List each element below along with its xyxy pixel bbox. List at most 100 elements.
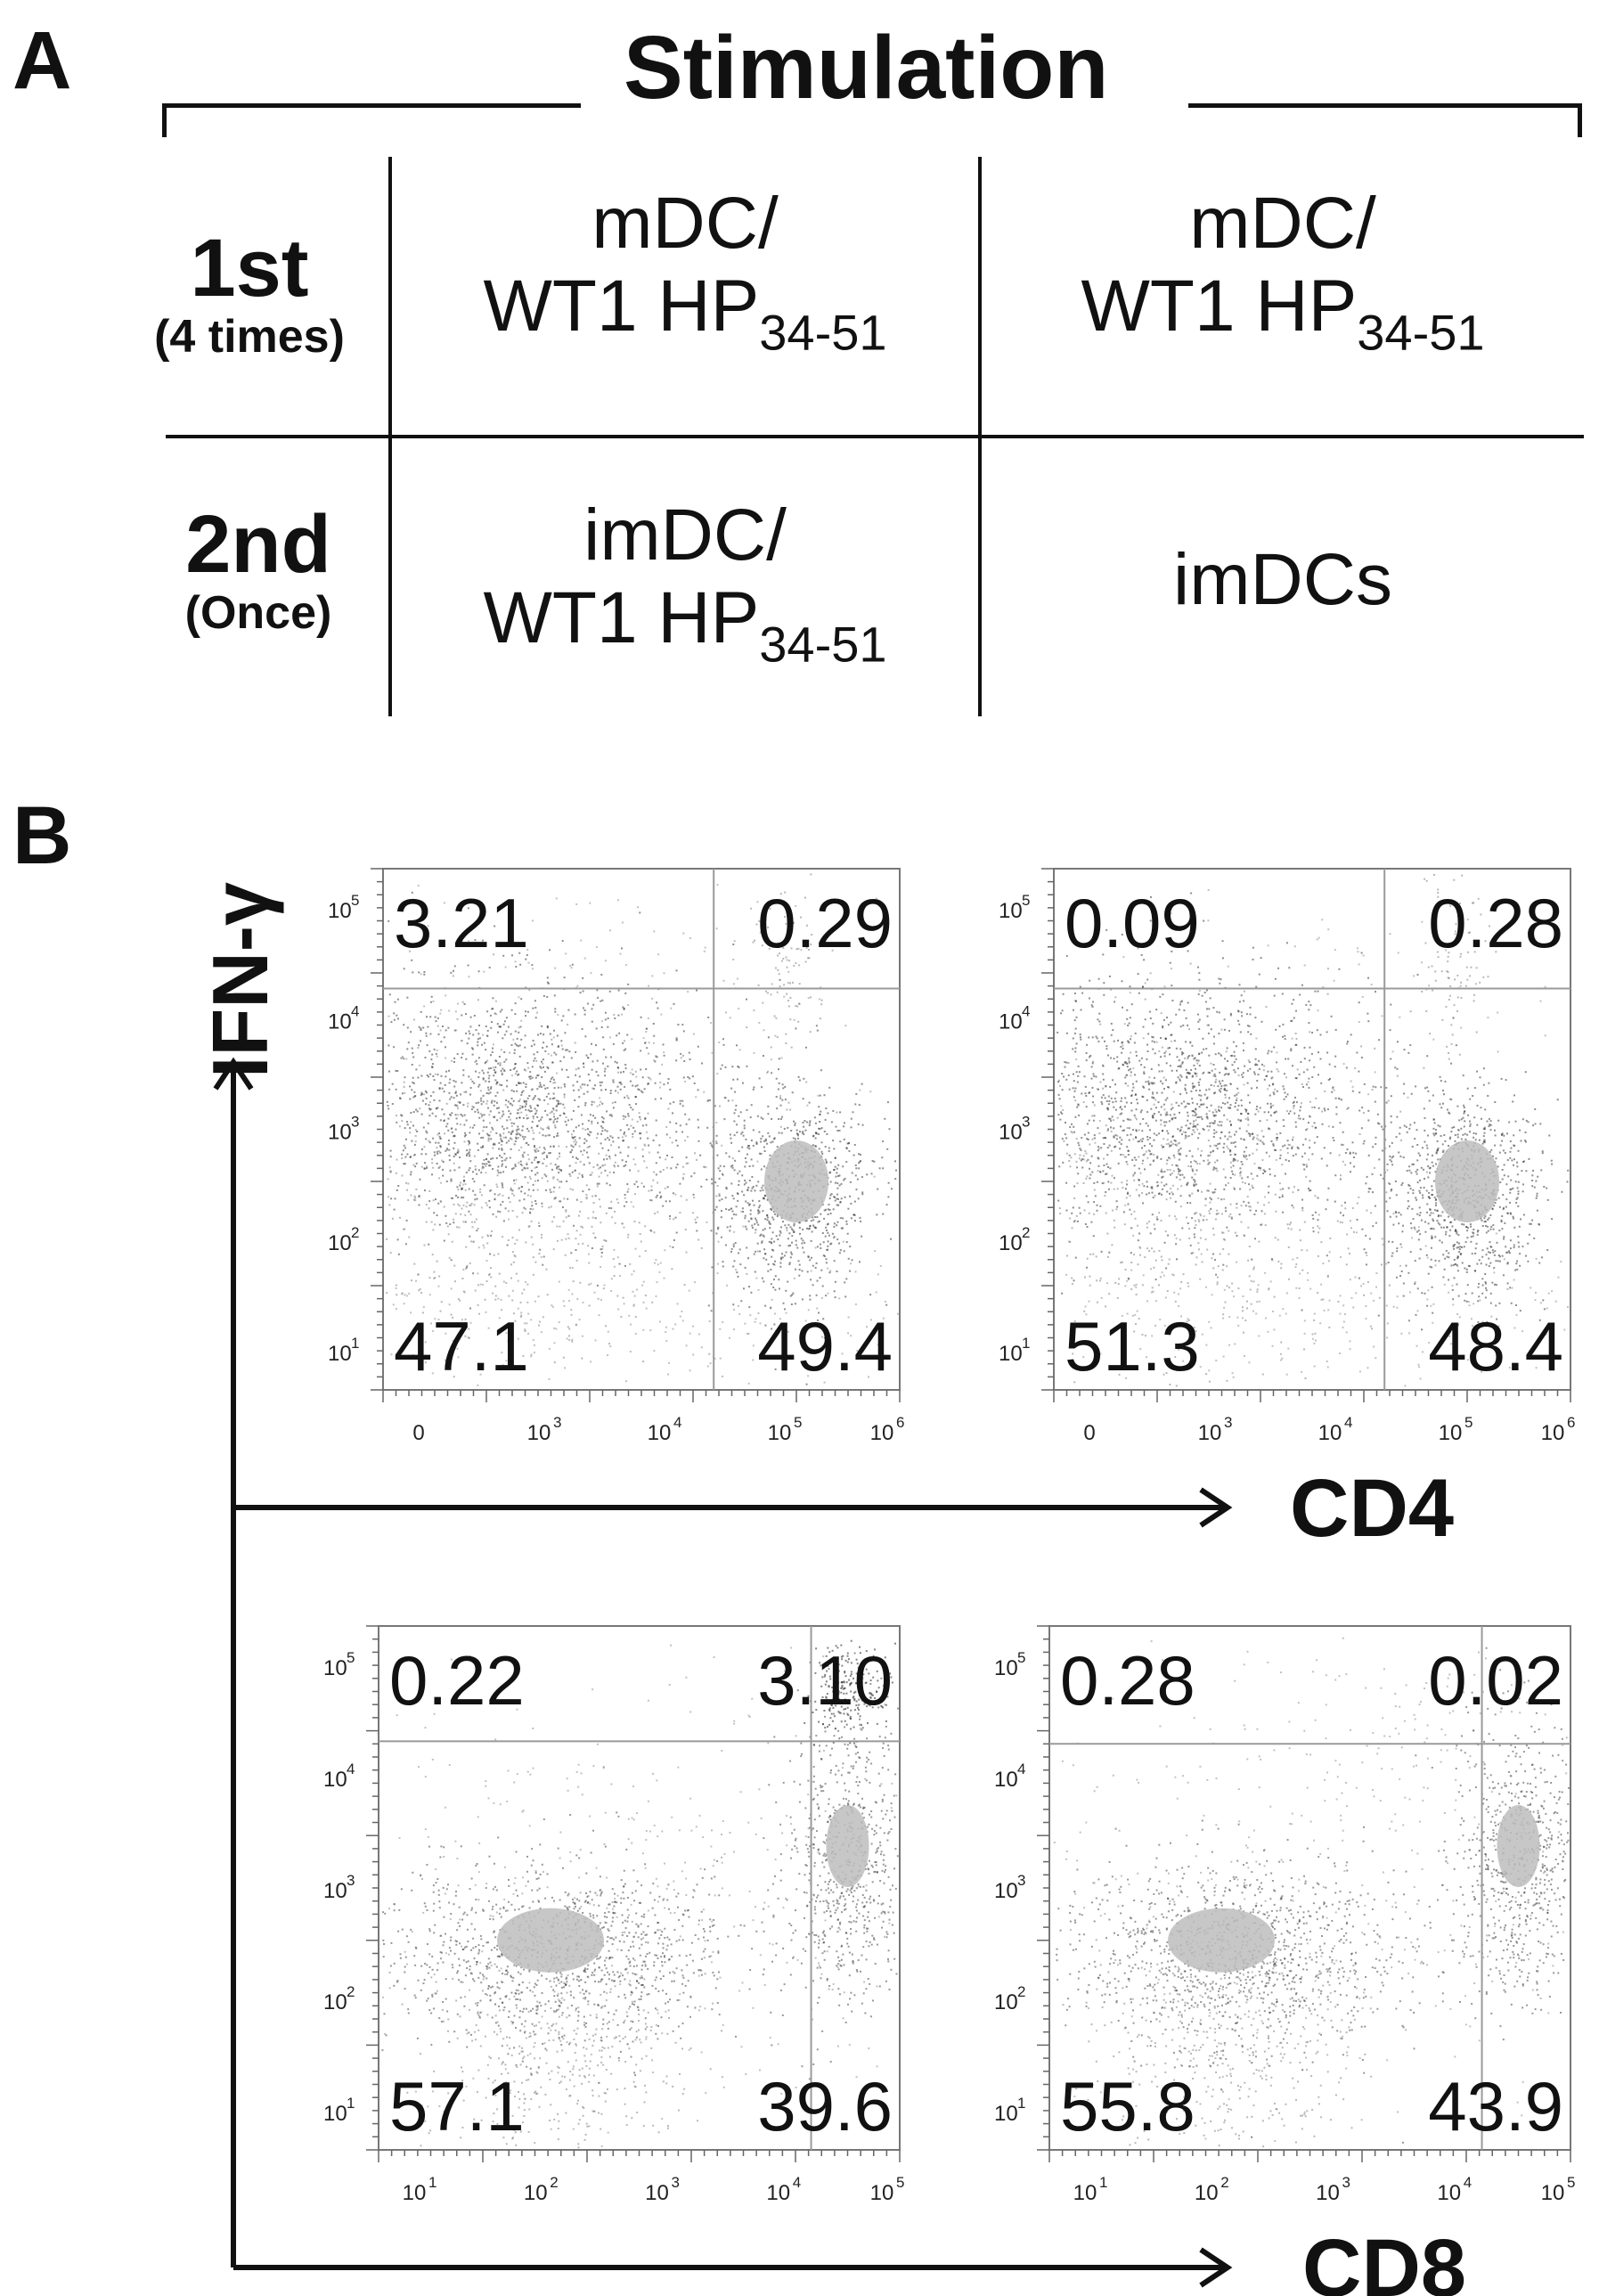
y-tick-exponent: 3 <box>351 1114 359 1131</box>
y-tick-exponent: 3 <box>347 1872 355 1889</box>
x-tick-label: 10 <box>648 1421 672 1445</box>
row-header-1st: 1st (4 times) <box>125 227 374 364</box>
y-tick-label: 10 <box>999 1342 1023 1366</box>
x-tick-label: 10 <box>1195 2181 1219 2205</box>
y-tick-label: 10 <box>323 2102 347 2126</box>
y-tick-exponent: 5 <box>1017 1649 1025 1666</box>
quadrant-value-ur: 3.10 <box>757 1641 893 1720</box>
y-tick-exponent: 1 <box>347 2095 355 2112</box>
y-tick-label: 10 <box>328 899 352 923</box>
x-tick-exponent: 3 <box>1342 2174 1350 2191</box>
x-tick-exponent: 5 <box>794 1414 802 1431</box>
x-tick-exponent: 2 <box>1220 2174 1228 2191</box>
x-tick-exponent: 6 <box>896 1414 904 1431</box>
y-tick-label: 10 <box>994 1879 1018 1903</box>
x-tick-exponent: 5 <box>1567 2174 1575 2191</box>
table-cell: imDCs <box>982 539 1584 622</box>
x-tick-label: 10 <box>768 1421 792 1445</box>
bracket-end-left <box>162 103 167 137</box>
table-cell: imDC/ WT1 HP34-51 <box>392 494 978 672</box>
x-arrowhead-icon <box>1199 1487 1233 1528</box>
quadrant-value-lr: 43.9 <box>1428 2067 1563 2145</box>
quadrant-value-ul: 0.22 <box>389 1641 525 1720</box>
y-tick-exponent: 5 <box>1022 892 1030 909</box>
table-cell: mDC/ WT1 HP34-51 <box>392 183 978 360</box>
quadrant-value-ul: 0.09 <box>1065 884 1200 962</box>
y-tick-label: 10 <box>328 1121 352 1145</box>
x-tick-label: 10 <box>1073 2181 1097 2205</box>
y-tick-exponent: 3 <box>1017 1872 1025 1889</box>
y-arrowhead-icon <box>213 1057 254 1091</box>
dense-population <box>497 1908 605 1973</box>
y-tick-label: 10 <box>328 1009 352 1034</box>
row-sublabel: (Once) <box>184 587 332 639</box>
y-tick-label: 10 <box>994 1990 1018 2014</box>
cell-line-2: WT1 HP34-51 <box>1081 265 1485 360</box>
dense-population <box>1497 1804 1540 1887</box>
table-row-divider <box>166 435 1584 438</box>
y-tick-exponent: 4 <box>1022 1002 1030 1019</box>
bracket-line-right <box>1188 103 1582 108</box>
cell-line-2: WT1 HP34-51 <box>483 576 887 672</box>
row-label: 1st <box>190 223 309 314</box>
x-tick-exponent: 4 <box>1344 1414 1352 1431</box>
x-tick-exponent: 1 <box>1099 2174 1107 2191</box>
y-tick-exponent: 2 <box>1017 1983 1025 2000</box>
y-tick-exponent: 4 <box>351 1002 359 1019</box>
quadrant-value-ll: 57.1 <box>389 2067 525 2145</box>
y-tick-label: 10 <box>999 1009 1023 1034</box>
x-axis-label-cd4: CD4 <box>1290 1463 1454 1554</box>
quadrant-value-lr: 48.4 <box>1428 1307 1563 1385</box>
x-tick-label: 10 <box>1437 2181 1461 2205</box>
quadrant-value-lr: 49.4 <box>757 1307 893 1385</box>
x-tick-exponent: 3 <box>672 2174 680 2191</box>
y-tick-label: 10 <box>994 1656 1018 1680</box>
table-cell: mDC/ WT1 HP34-51 <box>982 183 1584 360</box>
x-tick-exponent: 3 <box>553 1414 561 1431</box>
panel-b-label: B <box>12 790 72 881</box>
y-tick-exponent: 1 <box>351 1335 359 1352</box>
dense-population <box>764 1140 828 1222</box>
x-tick-exponent: 1 <box>428 2174 436 2191</box>
y-axis-label: IFN-γ <box>196 882 284 1078</box>
x-tick-label: 0 <box>412 1421 424 1445</box>
panel-a-label: A <box>12 15 72 106</box>
y-tick-label: 10 <box>323 1656 347 1680</box>
x-arrowhead-icon <box>1199 2247 1233 2288</box>
quadrant-value-ur: 0.29 <box>757 884 893 962</box>
events-scatter <box>386 873 899 1386</box>
x-tick-exponent: 2 <box>550 2174 558 2191</box>
y-tick-exponent: 4 <box>1017 1761 1025 1777</box>
dense-population <box>1435 1140 1499 1222</box>
row-label: 2nd <box>185 499 331 590</box>
quadrant-value-ll: 47.1 <box>394 1307 529 1385</box>
quadrant-value-ur: 0.28 <box>1428 884 1563 962</box>
y-tick-exponent: 5 <box>347 1649 355 1666</box>
cell-line-1: imDC/ <box>583 494 787 576</box>
x-tick-exponent: 4 <box>793 2174 801 2191</box>
cell-line-1: mDC/ <box>1189 183 1376 264</box>
y-tick-label: 10 <box>994 1768 1018 1792</box>
stimulation-header: Stimulation <box>624 18 1109 118</box>
y-tick-label: 10 <box>323 1768 347 1792</box>
x-tick-label: 10 <box>870 2181 894 2205</box>
cell-line-1: imDCs <box>1173 539 1392 620</box>
bracket-end-right <box>1578 103 1582 137</box>
y-tick-label: 10 <box>999 899 1023 923</box>
y-tick-exponent: 2 <box>347 1983 355 2000</box>
x-tick-exponent: 5 <box>1464 1414 1473 1431</box>
y-tick-label: 10 <box>328 1342 352 1366</box>
y-tick-label: 10 <box>323 1990 347 2014</box>
quadrant-value-lr: 39.6 <box>757 2067 893 2145</box>
x-tick-label: 10 <box>1541 1421 1565 1445</box>
x-tick-exponent: 4 <box>1464 2174 1472 2191</box>
quadrant-value-ll: 51.3 <box>1065 1307 1200 1385</box>
cell-line-2: WT1 HP34-51 <box>483 265 887 360</box>
x-tick-label: 10 <box>1318 1421 1342 1445</box>
y-tick-label: 10 <box>999 1231 1023 1255</box>
y-tick-exponent: 3 <box>1022 1114 1030 1131</box>
y-tick-exponent: 2 <box>351 1224 359 1241</box>
y-tick-label: 10 <box>999 1121 1023 1145</box>
